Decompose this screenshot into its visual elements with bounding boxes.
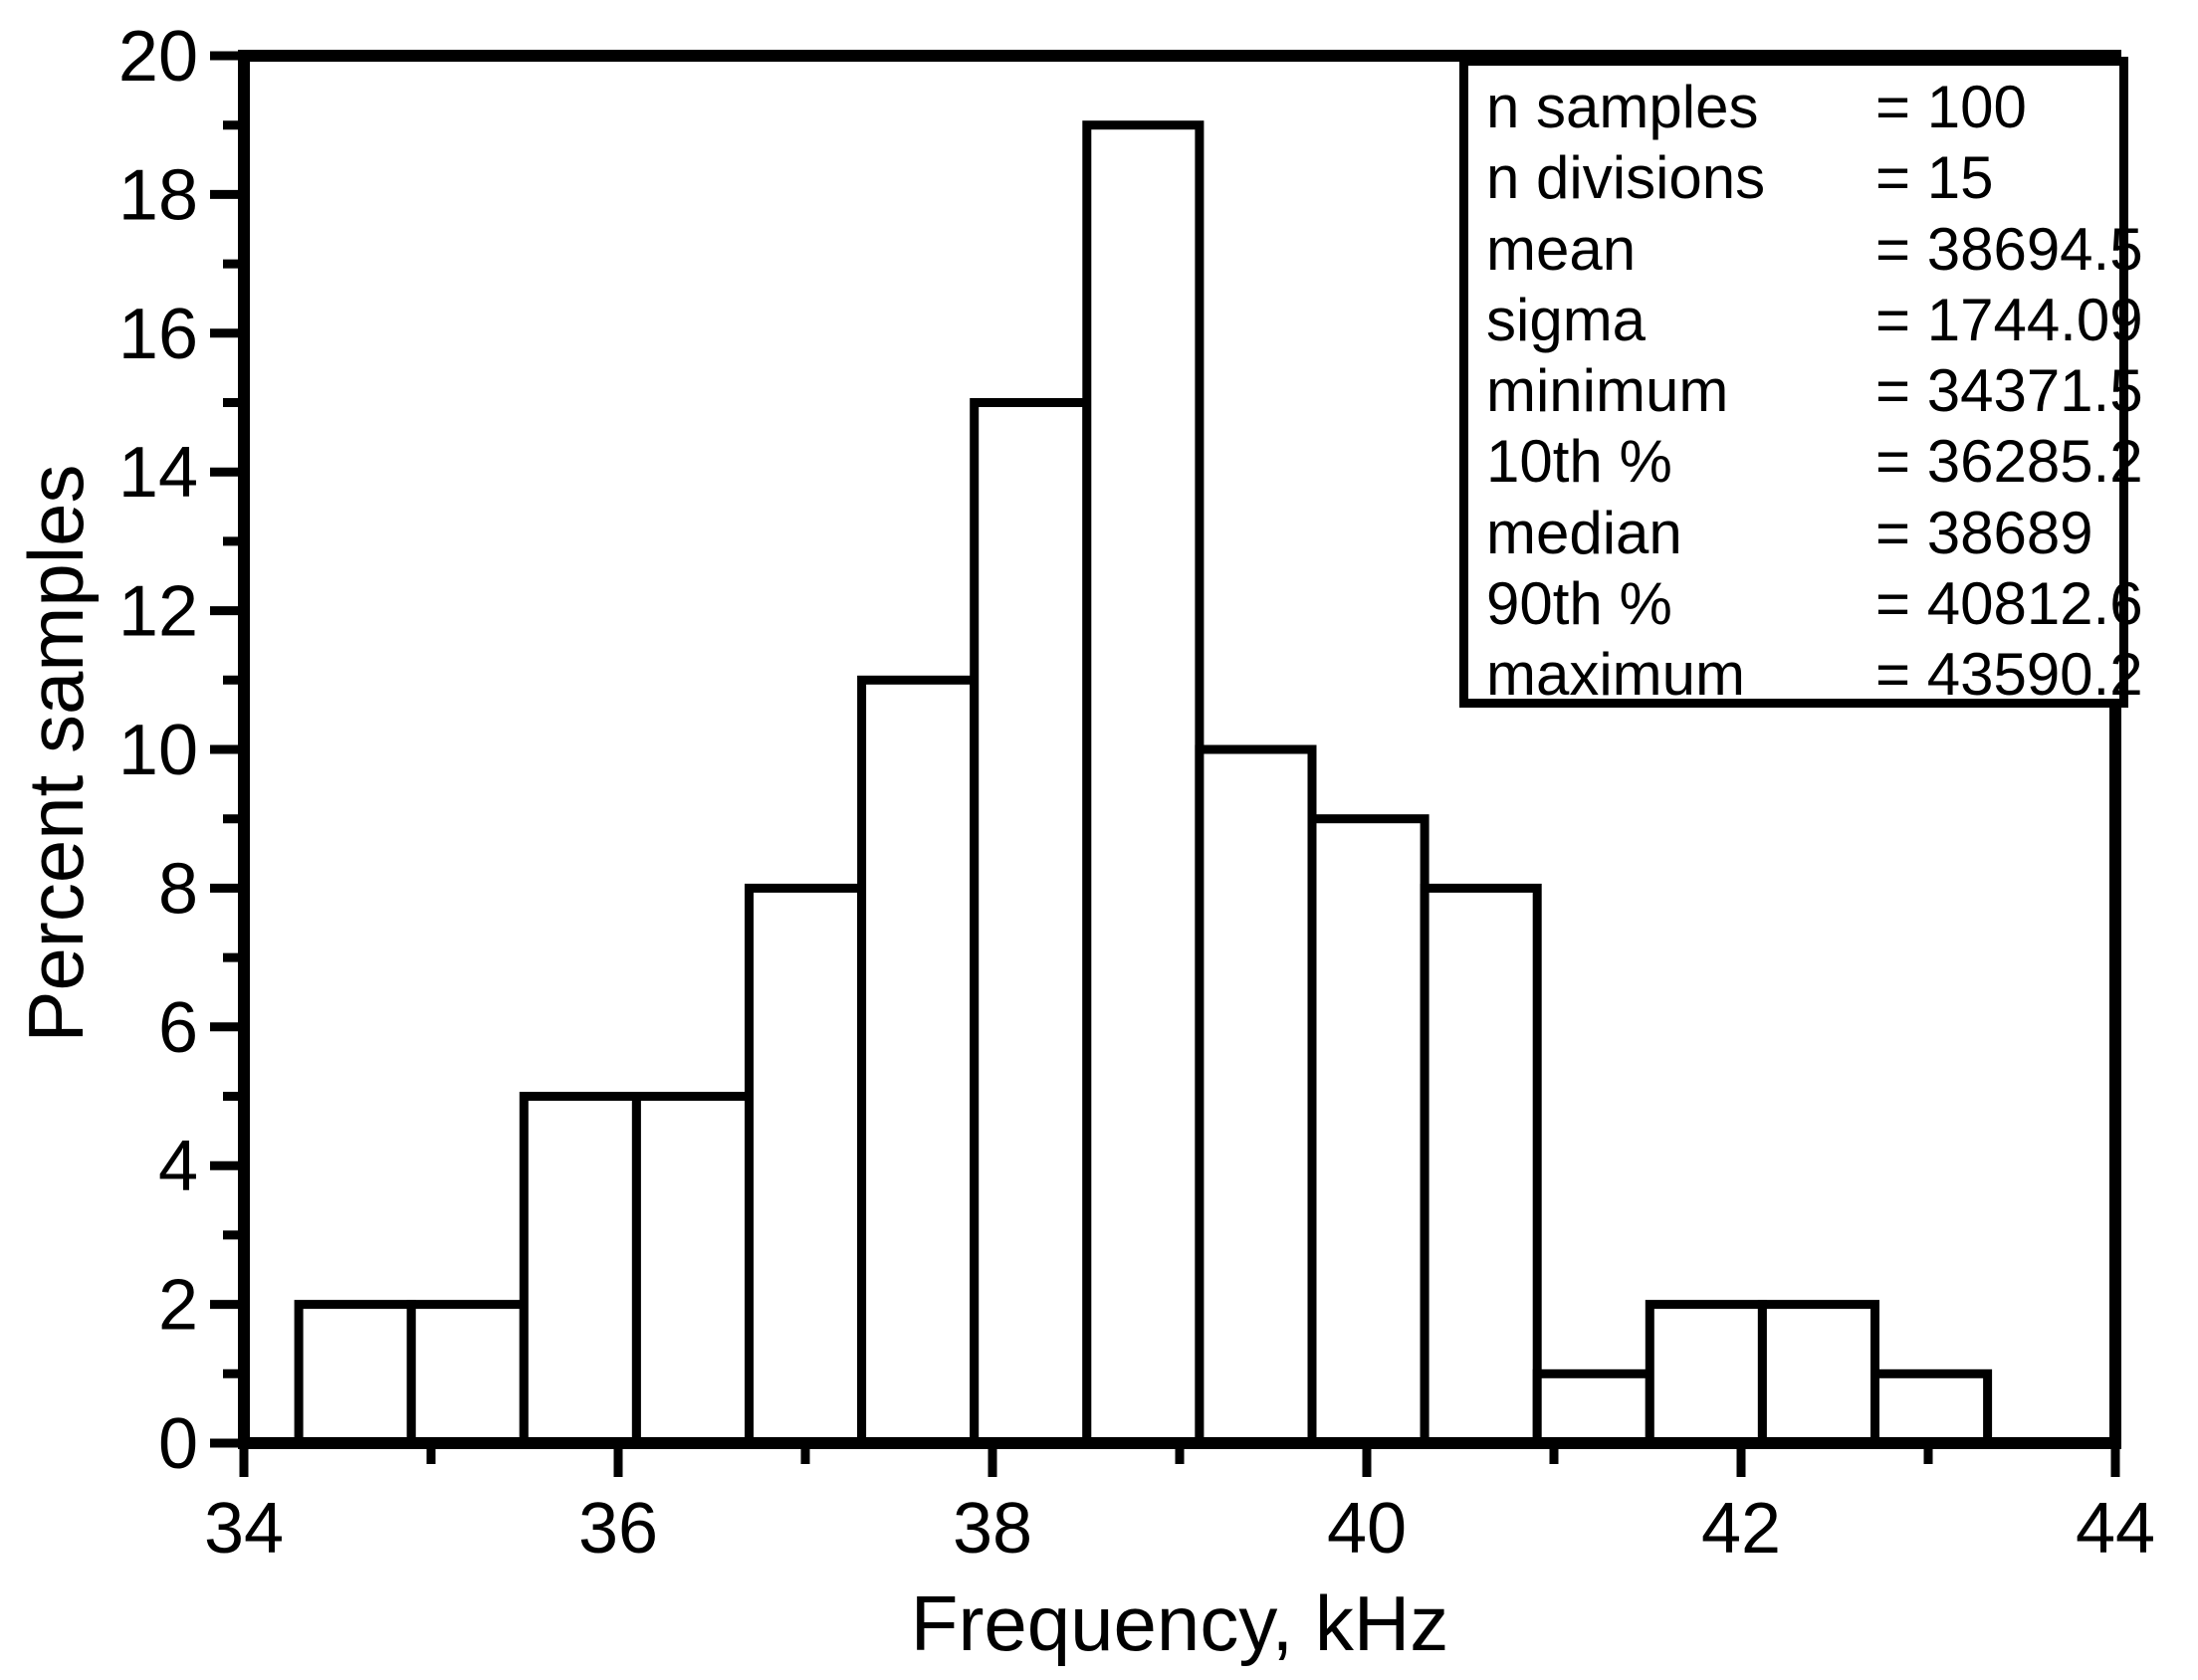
histogram-bar bbox=[406, 1300, 529, 1448]
stats-row: 90th % = 40812.6 bbox=[1486, 568, 2143, 639]
x-tick-label: 42 bbox=[1701, 1489, 1781, 1569]
y-tick-label: 14 bbox=[118, 433, 198, 513]
y-tick-label: 4 bbox=[158, 1127, 198, 1206]
stats-row: sigma = 1744.09 bbox=[1486, 285, 2143, 355]
stats-value: = 34371.5 bbox=[1875, 357, 2143, 425]
stats-label: 10th % bbox=[1486, 428, 1672, 496]
stats-label: sigma bbox=[1486, 286, 1647, 353]
stats-value: = 38689 bbox=[1875, 499, 2093, 566]
stats-label: maximum bbox=[1486, 641, 1746, 709]
stats-label: n divisions bbox=[1486, 144, 1766, 212]
y-tick-label: 10 bbox=[118, 711, 198, 790]
x-tick-label: 36 bbox=[578, 1489, 658, 1569]
y-tick-label: 18 bbox=[118, 155, 198, 235]
stats-row: maximum = 43590.2 bbox=[1486, 639, 2143, 710]
stats-label: median bbox=[1486, 499, 1682, 566]
x-tick-label: 44 bbox=[2076, 1489, 2155, 1569]
x-tick-label: 34 bbox=[204, 1489, 284, 1569]
stats-row: mean = 38694.5 bbox=[1486, 214, 2143, 285]
histogram-bar bbox=[745, 883, 867, 1448]
histogram-bar bbox=[1307, 814, 1429, 1448]
y-tick-label: 20 bbox=[118, 17, 198, 97]
stats-box: n samples = 100 n divisions = 15 mean = 38694… bbox=[1459, 57, 2143, 710]
stats-row: 10th % = 36285.2 bbox=[1486, 426, 2143, 497]
stats-row: n samples = 100 bbox=[1486, 72, 2119, 142]
histogram-bar bbox=[1532, 1368, 1654, 1448]
x-axis-title: Frequency, kHz bbox=[910, 1579, 1449, 1667]
histogram-bar bbox=[1870, 1368, 1993, 1448]
y-tick-label: 12 bbox=[118, 572, 198, 652]
stats-label: minimum bbox=[1486, 357, 1729, 425]
y-tick-label: 6 bbox=[158, 988, 198, 1068]
histogram-bar bbox=[970, 398, 1092, 1448]
x-tick-label: 40 bbox=[1327, 1489, 1407, 1569]
stats-value: = 1744.09 bbox=[1875, 286, 2143, 353]
stats-value: = 100 bbox=[1875, 74, 2027, 140]
histogram-bar bbox=[519, 1092, 641, 1448]
stats-value: = 43590.2 bbox=[1875, 641, 2143, 709]
histogram-bar bbox=[1645, 1300, 1767, 1448]
histogram-bar bbox=[857, 675, 980, 1448]
histogram-bar bbox=[1757, 1300, 1880, 1448]
stats-label: 90th % bbox=[1486, 570, 1672, 638]
stats-label: n samples bbox=[1486, 74, 1759, 140]
stats-label: mean bbox=[1486, 215, 1637, 283]
y-tick-label: 8 bbox=[158, 849, 198, 929]
y-tick-label: 16 bbox=[118, 295, 198, 374]
stats-row: minimum = 34371.5 bbox=[1486, 355, 2143, 426]
stats-value: = 38694.5 bbox=[1875, 215, 2143, 283]
y-axis-title: Percent samples bbox=[12, 464, 100, 1043]
y-tick-label: 0 bbox=[158, 1404, 198, 1484]
y-tick-label: 2 bbox=[158, 1266, 198, 1346]
stats-value: = 15 bbox=[1875, 144, 1994, 212]
stats-value: = 36285.2 bbox=[1875, 428, 2143, 496]
x-tick-label: 38 bbox=[953, 1489, 1032, 1569]
histogram-bar bbox=[294, 1300, 416, 1448]
histogram-bar bbox=[1420, 883, 1542, 1448]
stats-row: n divisions = 15 bbox=[1486, 142, 2119, 213]
histogram-bar bbox=[631, 1092, 755, 1448]
histogram-bar bbox=[1082, 120, 1205, 1448]
stats-row: median = 38689 bbox=[1486, 498, 2119, 568]
stats-value: = 40812.6 bbox=[1875, 570, 2143, 638]
histogram-bar bbox=[1195, 744, 1317, 1448]
